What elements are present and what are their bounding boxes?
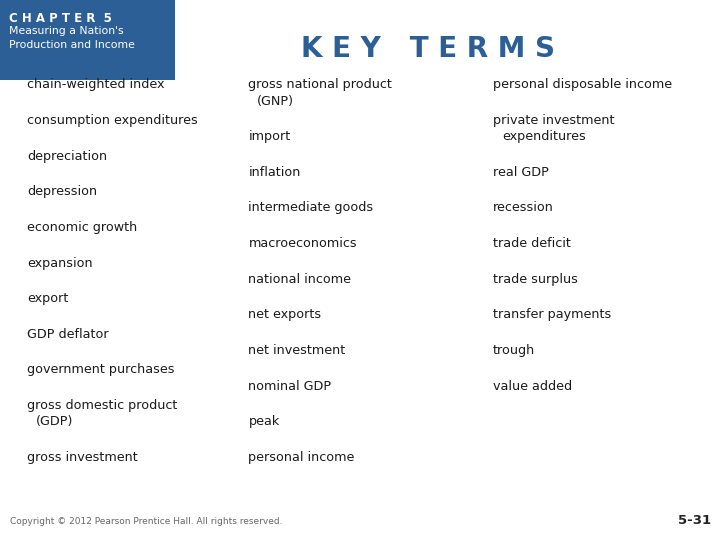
- Text: national income: national income: [248, 273, 351, 286]
- Text: depreciation: depreciation: [27, 150, 107, 163]
- Text: government purchases: government purchases: [27, 363, 175, 376]
- Text: recession: recession: [493, 201, 554, 214]
- Text: import: import: [248, 130, 291, 143]
- Text: expansion: expansion: [27, 256, 93, 269]
- Text: C H A P T E R  5: C H A P T E R 5: [9, 12, 112, 25]
- Text: net exports: net exports: [248, 308, 322, 321]
- Text: personal income: personal income: [248, 451, 355, 464]
- Bar: [0, 0, 175, 80]
- Text: net investment: net investment: [248, 344, 346, 357]
- Text: depression: depression: [27, 185, 97, 198]
- Text: real GDP: real GDP: [493, 166, 549, 179]
- Text: intermediate goods: intermediate goods: [248, 201, 374, 214]
- Text: trade surplus: trade surplus: [493, 273, 578, 286]
- Text: macroeconomics: macroeconomics: [248, 237, 357, 250]
- Text: consumption expenditures: consumption expenditures: [27, 114, 198, 127]
- Text: gross domestic product: gross domestic product: [27, 399, 178, 412]
- Text: K E Y   T E R M S: K E Y T E R M S: [302, 35, 555, 63]
- Text: personal disposable income: personal disposable income: [493, 78, 672, 91]
- Text: trade deficit: trade deficit: [493, 237, 571, 250]
- Text: expenditures: expenditures: [502, 130, 585, 143]
- Text: chain-weighted index: chain-weighted index: [27, 78, 165, 91]
- Text: trough: trough: [493, 344, 536, 357]
- Text: economic growth: economic growth: [27, 221, 138, 234]
- Text: peak: peak: [248, 415, 279, 428]
- Text: inflation: inflation: [248, 166, 301, 179]
- Text: gross investment: gross investment: [27, 451, 138, 464]
- Text: 5-31: 5-31: [678, 514, 711, 526]
- Text: (GNP): (GNP): [257, 94, 294, 107]
- Text: Copyright © 2012 Pearson Prentice Hall. All rights reserved.: Copyright © 2012 Pearson Prentice Hall. …: [10, 517, 282, 526]
- Text: private investment: private investment: [493, 114, 615, 127]
- Text: value added: value added: [493, 380, 572, 393]
- Text: nominal GDP: nominal GDP: [248, 380, 331, 393]
- Text: gross national product: gross national product: [248, 78, 392, 91]
- Text: Measuring a Nation's
Production and Income: Measuring a Nation's Production and Inco…: [9, 26, 135, 50]
- Text: (GDP): (GDP): [36, 415, 73, 428]
- Text: GDP deflator: GDP deflator: [27, 328, 109, 341]
- Text: export: export: [27, 292, 68, 305]
- Text: transfer payments: transfer payments: [493, 308, 611, 321]
